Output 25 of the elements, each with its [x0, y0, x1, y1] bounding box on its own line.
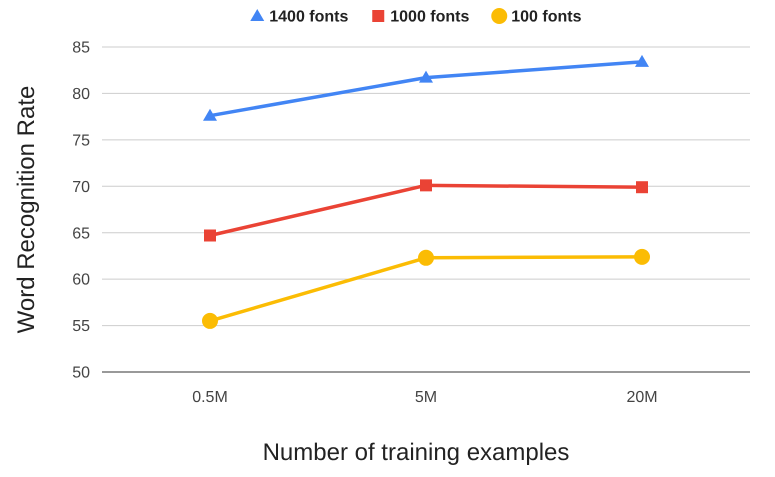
x-tick-label: 0.5M — [192, 389, 228, 406]
point — [202, 312, 218, 329]
x-tick-label: 20M — [626, 389, 658, 406]
point — [203, 108, 217, 121]
point — [634, 248, 650, 265]
point — [419, 70, 433, 83]
x-axis-title: Number of training examples — [262, 439, 570, 466]
y-tick-label: 85 — [72, 40, 90, 57]
y-tick-label: 75 — [72, 132, 90, 150]
point — [636, 181, 648, 194]
y-tick-label: 70 — [72, 178, 90, 196]
x-tick-label: 5M — [414, 389, 438, 406]
point — [418, 250, 434, 266]
y-axis-title: Word Recognition Rate — [13, 86, 40, 334]
legend-label: 1400 fonts — [269, 8, 348, 26]
legend-label: 100 fonts — [511, 8, 582, 26]
point — [635, 54, 649, 67]
point — [204, 230, 216, 242]
y-tick-label: 80 — [72, 86, 90, 104]
legend-label: 1000 fonts — [390, 8, 470, 26]
y-tick-label: 50 — [72, 364, 90, 382]
y-tick-label: 60 — [72, 272, 90, 289]
y-tick-label: 55 — [72, 318, 90, 336]
point — [420, 179, 432, 192]
y-tick-label: 65 — [72, 225, 90, 242]
